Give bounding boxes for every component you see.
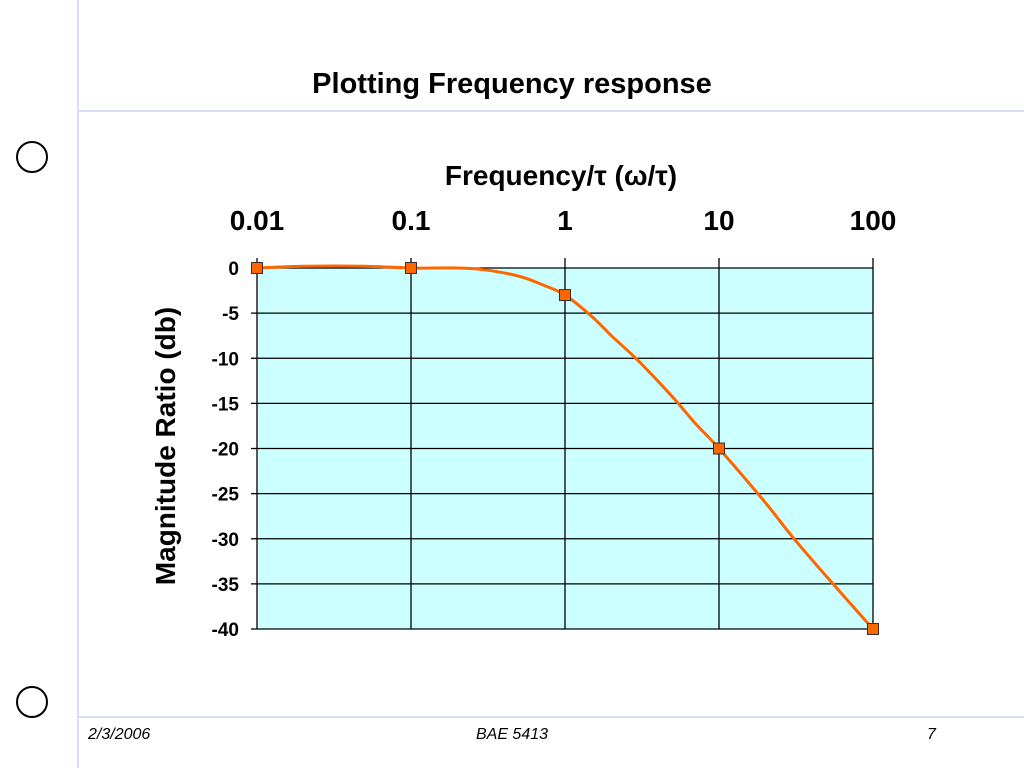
x-tick-label: 10 [703,205,734,236]
x-tick-label: 1 [557,205,573,236]
x-tick-label: 100 [850,205,897,236]
data-point-marker [251,262,263,274]
data-point-marker [867,623,879,635]
chart-grid [251,258,874,630]
marker-layer [251,262,879,635]
y-tick-labels: 0 -5 -10 -15 -20 -25 -30 -35 -40 [212,259,240,641]
y-tick-label: -40 [212,620,239,641]
footer-divider [77,716,1024,718]
y-tick-label: -20 [212,440,239,461]
slide-title: Plotting Frequency response [312,68,712,100]
x-tick-label: 0.01 [230,205,285,236]
y-axis-label: Magnitude Ratio (db) [150,307,181,585]
y-tick-label: -5 [222,304,239,325]
x-axis-label: Frequency/τ (ω/τ) [445,160,677,191]
title-divider [77,110,1024,112]
y-tick-label: -30 [212,530,239,551]
binder-hole-bottom [16,686,48,718]
footer-page-number: 7 [927,726,936,743]
y-tick-label: -10 [212,349,239,370]
footer-course: BAE 5413 [475,726,549,743]
y-tick-label: 0 [228,259,239,280]
x-tick-label: 0.1 [392,205,431,236]
y-tick-label: -35 [212,575,240,596]
y-tick-label: -15 [212,394,240,415]
data-point-marker [713,442,725,455]
data-point-marker [559,289,571,302]
left-margin-rule [77,0,79,768]
y-tick-label: -25 [212,485,240,506]
data-point-marker [405,262,417,274]
x-tick-labels: 0.01 0.1 1 10 100 [230,205,897,236]
binder-hole-top [16,141,48,173]
footer-date: 2/3/2006 [88,726,151,743]
